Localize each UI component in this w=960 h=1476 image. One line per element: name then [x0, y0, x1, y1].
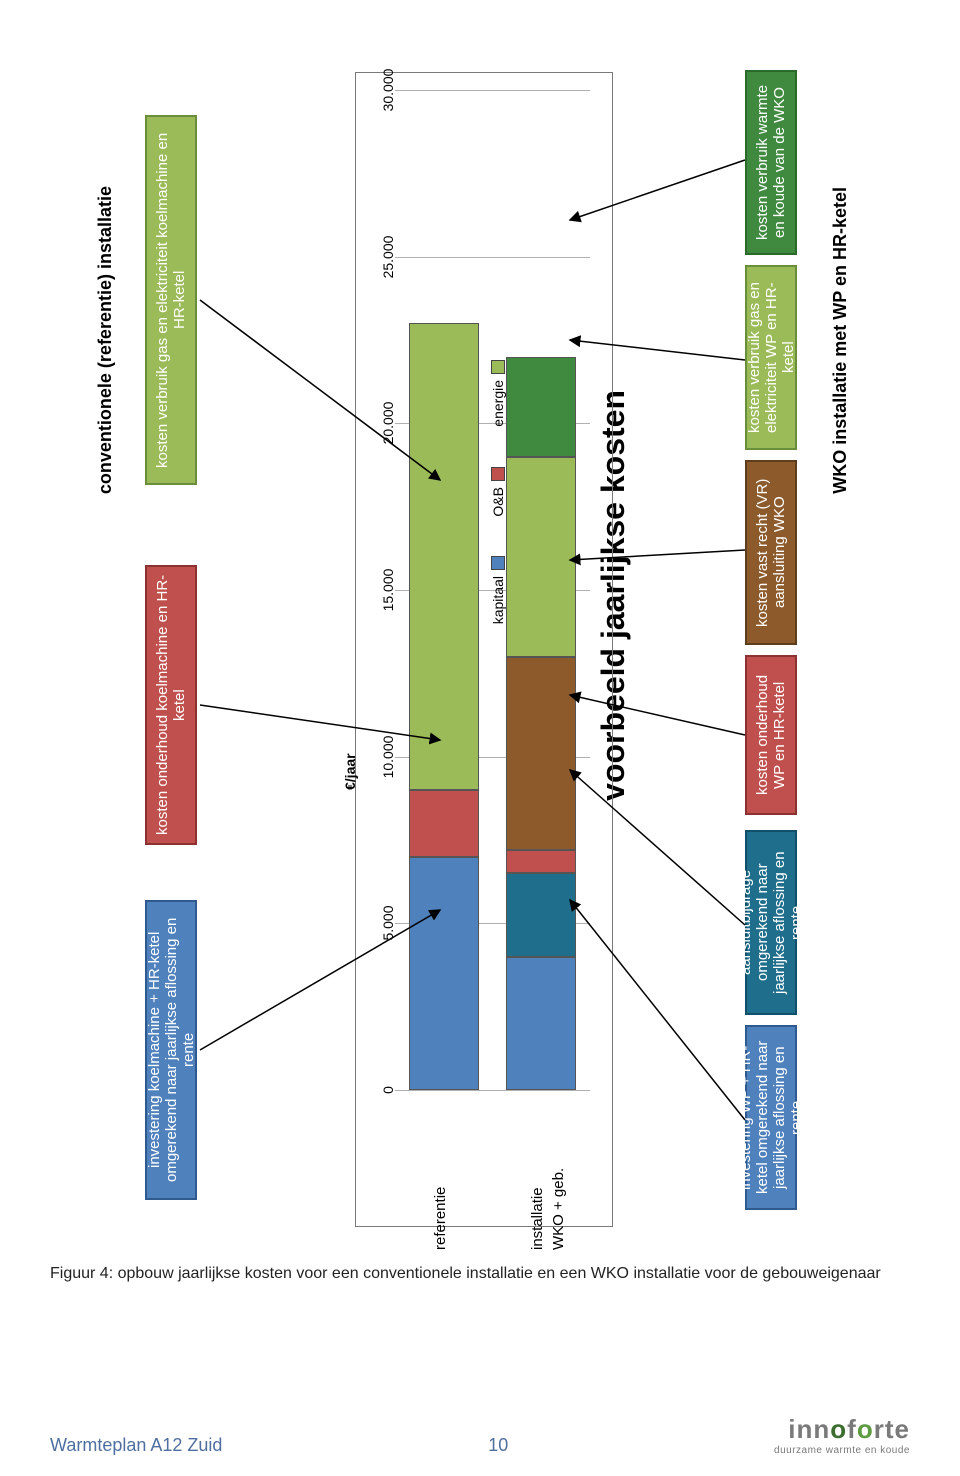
gridline: [395, 1090, 590, 1091]
legend-label: O&B: [490, 487, 506, 517]
legend-label: energie: [490, 380, 506, 427]
left-header-text: conventionele (referentie) installatie: [95, 186, 116, 494]
gridline: [395, 90, 590, 91]
legend-swatch: [491, 556, 505, 570]
y-axis-label: €/jaar: [342, 753, 358, 790]
legend-swatch: [491, 467, 505, 481]
legend-item: O&B: [490, 467, 506, 517]
bar-segment-wko-ob-onder: [506, 850, 576, 873]
right-header: WKO installatie met WP en HR-ketel: [830, 40, 851, 640]
y-tick-label: 10.000: [380, 732, 396, 782]
bar-segment-ref-kapitaal: [409, 857, 479, 1090]
y-tick-label: 15.000: [380, 565, 396, 615]
y-tick-label: 20.000: [380, 398, 396, 448]
rl-vr: kosten vast recht (VR) aansluiting WKO: [745, 460, 797, 645]
bar-segment-ref-energie: [409, 323, 479, 790]
figure-caption: Figuur 4: opbouw jaarlijkse kosten voor …: [50, 1265, 910, 1283]
footer-page: 10: [488, 1435, 508, 1456]
ll-kapitaal: investering koelmachine + HR-ketel omger…: [145, 900, 197, 1200]
x-category-label: installatieWKO + geb.: [529, 1110, 567, 1250]
bar-segment-wko-en-wko: [506, 357, 576, 457]
bar-segment-wko-kap-ab: [506, 873, 576, 956]
legend-item: kapitaal: [490, 556, 506, 624]
right-header-text: WKO installatie met WP en HR-ketel: [830, 187, 851, 494]
y-tick-label: 25.000: [380, 232, 396, 282]
rl-wko-warmte: kosten verbruik warmte en koude van de W…: [745, 70, 797, 255]
bar-segment-ref-ob: [409, 790, 479, 857]
left-header: conventionele (referentie) installatie: [95, 40, 116, 640]
bar-segment-wko-kap-inv: [506, 957, 576, 1090]
rl-onder: kosten onderhoud WP en HR-ketel: [745, 655, 797, 815]
y-tick-label: 30.000: [380, 65, 396, 115]
legend-item: energie: [490, 360, 506, 427]
x-category-label: referentie: [432, 1110, 449, 1250]
bar-segment-wko-en-geh: [506, 457, 576, 657]
ll-ob: kosten onderhoud koelmachine en HR-ketel: [145, 565, 197, 845]
legend-label: kapitaal: [490, 576, 506, 624]
y-tick-label: 0: [380, 1065, 396, 1115]
diagram-container: conventionele (referentie) installatie W…: [0, 30, 960, 1250]
footer-logo: innoforte duurzame warmte en koude: [774, 1414, 910, 1456]
ll-energie: kosten verbruik gas en elektriciteit koe…: [145, 115, 197, 485]
y-tick-label: 5.000: [380, 898, 396, 948]
gridline: [395, 257, 590, 258]
footer-left: Warmteplan A12 Zuid: [50, 1435, 222, 1456]
rl-geh: kosten verbruik gas en elektriciteit WP …: [745, 265, 797, 450]
chart-legend: energie O&B kapitaal: [485, 360, 511, 625]
page-footer: Warmteplan A12 Zuid 10 innoforte duurzam…: [0, 1414, 960, 1456]
bar-segment-wko-ob-vr: [506, 657, 576, 850]
rl-inv: investering WP + HR-ketel omgerekend naa…: [745, 1025, 797, 1210]
rl-ab: aansluitbijdrage omgerekend naar jaarlij…: [745, 830, 797, 1015]
legend-swatch: [491, 360, 505, 374]
